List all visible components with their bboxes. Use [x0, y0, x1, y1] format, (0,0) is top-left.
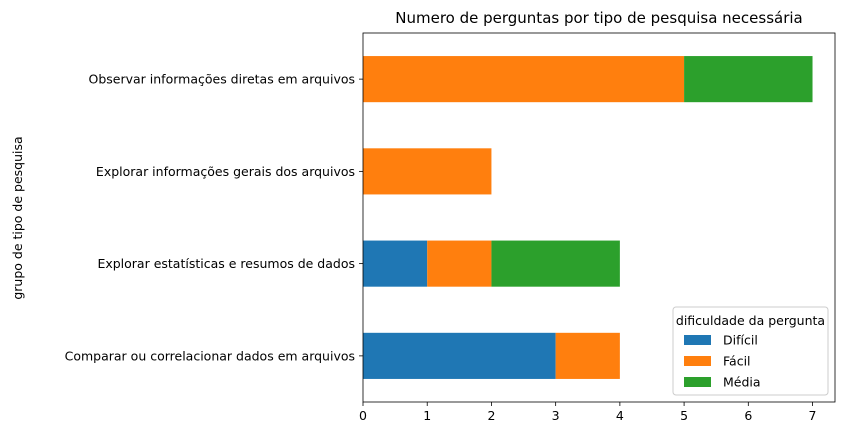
- bar-segment-4-3: [684, 56, 813, 103]
- chart-title: Numero de perguntas por tipo de pesquisa…: [395, 9, 802, 27]
- bar-segment-2-3: [491, 240, 620, 287]
- x-tick-label: 3: [552, 408, 560, 423]
- bar-segment-1-2: [555, 332, 620, 379]
- x-tick-label: 1: [423, 408, 431, 423]
- legend-swatch: [684, 335, 711, 345]
- axes-layer: Comparar ou correlacionar dados em arqui…: [65, 32, 836, 423]
- x-tick-label: 2: [487, 408, 495, 423]
- legend-title: dificuldade da pergunta: [676, 313, 825, 328]
- legend-swatch: [684, 377, 711, 387]
- bar-segment-2-1: [363, 240, 428, 287]
- bar-segment-3-2: [363, 148, 492, 195]
- legend-swatch: [684, 356, 711, 366]
- y-axis-label: grupo de tipo de pesquisa: [10, 136, 25, 299]
- bars-layer: [363, 56, 813, 379]
- x-tick-label: 4: [616, 408, 624, 423]
- x-tick-label: 7: [809, 408, 817, 423]
- y-tick-label: Explorar informações gerais dos arquivos: [96, 164, 355, 179]
- bar-segment-1-1: [363, 332, 556, 379]
- x-tick-label: 0: [359, 408, 367, 423]
- y-tick-label: Explorar estatísticas e resumos de dados: [97, 256, 355, 271]
- bar-segment-4-2: [363, 56, 685, 103]
- legend-label: Fácil: [723, 354, 751, 369]
- legend: dificuldade da pergunta Difícil Fácil Média: [672, 306, 829, 396]
- legend-label: Média: [723, 375, 761, 390]
- y-tick-label: Observar informações diretas em arquivos: [89, 72, 356, 87]
- x-tick-label: 6: [744, 408, 752, 423]
- bar-segment-2-2: [427, 240, 492, 287]
- plot-frame: [362, 32, 836, 403]
- legend-box: [672, 306, 829, 396]
- x-tick-label: 5: [680, 408, 688, 423]
- y-tick-label: Comparar ou correlacionar dados em arqui…: [65, 348, 355, 363]
- legend-label: Difícil: [723, 333, 758, 348]
